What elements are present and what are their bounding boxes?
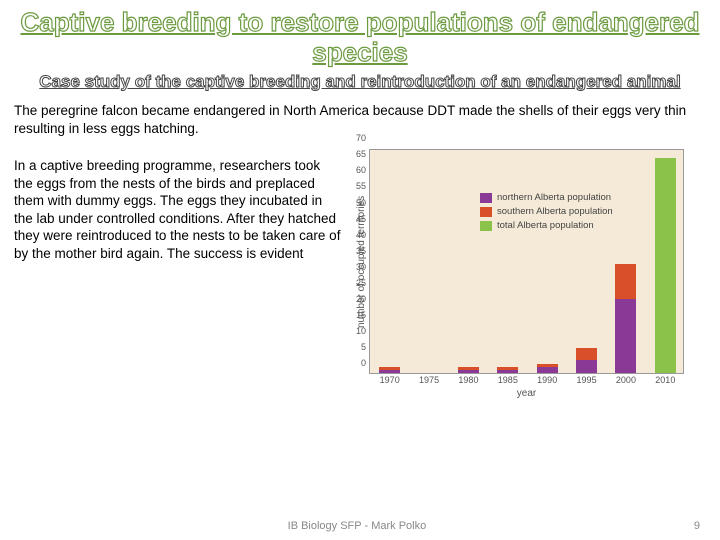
chart-bar bbox=[655, 158, 676, 373]
chart-y-tick: 5 bbox=[361, 342, 370, 352]
chart-y-tick: 65 bbox=[356, 149, 370, 159]
chart-y-tick: 55 bbox=[356, 181, 370, 191]
chart-y-tick: 30 bbox=[356, 262, 370, 272]
legend-swatch bbox=[480, 193, 492, 203]
legend-item: total Alberta population bbox=[480, 220, 613, 231]
chart-y-tick: 50 bbox=[356, 198, 370, 208]
chart-bar bbox=[537, 364, 558, 374]
legend-swatch bbox=[480, 207, 492, 217]
chart-plot: northern Alberta population southern Albe… bbox=[369, 149, 684, 374]
population-chart: number of occupied territories northern … bbox=[356, 149, 706, 374]
slide: Captive breeding to restore populations … bbox=[0, 0, 720, 540]
chart-y-tick: 40 bbox=[356, 230, 370, 240]
legend-label: southern Alberta population bbox=[497, 206, 613, 217]
chart-area: northern Alberta population southern Albe… bbox=[369, 149, 684, 374]
slide-subtitle: Case study of the captive breeding and r… bbox=[14, 72, 706, 92]
chart-bar-segment bbox=[655, 158, 676, 373]
chart-bar-segment bbox=[615, 264, 636, 299]
paragraph-intro: The peregrine falcon became endangered i… bbox=[14, 102, 706, 137]
page-number: 9 bbox=[694, 520, 700, 532]
chart-bar-segment bbox=[576, 360, 597, 373]
legend-item: southern Alberta population bbox=[480, 206, 613, 217]
chart-y-tick: 70 bbox=[356, 133, 370, 143]
legend-item: northern Alberta population bbox=[480, 192, 613, 203]
chart-y-tick: 10 bbox=[356, 326, 370, 336]
legend-swatch bbox=[480, 221, 492, 231]
chart-y-tick: 15 bbox=[356, 310, 370, 320]
chart-y-tick: 45 bbox=[356, 214, 370, 224]
legend-label: total Alberta population bbox=[497, 220, 594, 231]
paragraph-detail: In a captive breeding programme, researc… bbox=[14, 149, 342, 262]
chart-bar bbox=[615, 264, 636, 373]
slide-footer: IB Biology SFP - Mark Polko 9 bbox=[0, 520, 720, 532]
chart-y-tick: 25 bbox=[356, 278, 370, 288]
chart-y-tick: 60 bbox=[356, 165, 370, 175]
chart-y-tick: 35 bbox=[356, 246, 370, 256]
slide-title: Captive breeding to restore populations … bbox=[14, 8, 706, 68]
chart-y-tick: 0 bbox=[361, 358, 370, 368]
footer-credit: IB Biology SFP - Mark Polko bbox=[288, 520, 427, 532]
chart-y-tick: 20 bbox=[356, 294, 370, 304]
legend-label: northern Alberta population bbox=[497, 192, 611, 203]
chart-bar bbox=[576, 348, 597, 374]
chart-legend: northern Alberta population southern Albe… bbox=[480, 192, 613, 234]
chart-x-axis-label: year bbox=[369, 374, 684, 399]
chart-bar-segment bbox=[615, 299, 636, 373]
content-row: In a captive breeding programme, researc… bbox=[14, 149, 706, 374]
chart-bar-segment bbox=[576, 348, 597, 361]
